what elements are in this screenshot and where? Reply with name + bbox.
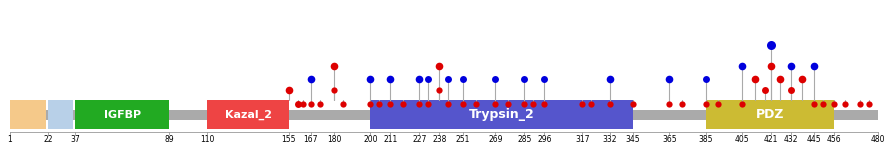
Text: 285: 285: [518, 135, 532, 144]
Text: 480: 480: [871, 135, 885, 144]
Text: 155: 155: [282, 135, 296, 144]
Text: 405: 405: [735, 135, 749, 144]
Text: 238: 238: [432, 135, 446, 144]
Text: 317: 317: [575, 135, 590, 144]
Text: 110: 110: [200, 135, 215, 144]
Bar: [705, 100, 834, 129]
Bar: [48, 100, 73, 129]
Text: 89: 89: [164, 135, 174, 144]
Text: 227: 227: [412, 135, 426, 144]
Text: 200: 200: [363, 135, 377, 144]
Text: 269: 269: [488, 135, 502, 144]
Bar: [10, 100, 46, 129]
Text: 167: 167: [303, 135, 318, 144]
Text: PDZ: PDZ: [755, 108, 784, 121]
Text: 456: 456: [827, 135, 841, 144]
Text: 432: 432: [783, 135, 798, 144]
Bar: [75, 100, 169, 129]
Text: 180: 180: [327, 135, 342, 144]
Text: 296: 296: [537, 135, 552, 144]
Text: 365: 365: [662, 135, 677, 144]
Bar: [370, 100, 633, 129]
Text: 251: 251: [456, 135, 470, 144]
Text: 37: 37: [71, 135, 80, 144]
Text: 332: 332: [603, 135, 617, 144]
Text: 22: 22: [43, 135, 53, 144]
Text: 421: 421: [763, 135, 778, 144]
Text: 211: 211: [384, 135, 398, 144]
Text: Kazal_2: Kazal_2: [224, 110, 272, 120]
Bar: [207, 100, 289, 129]
Bar: [10, 110, 878, 120]
Text: IGFBP: IGFBP: [104, 110, 140, 120]
Text: 385: 385: [698, 135, 713, 144]
Text: 1: 1: [7, 135, 13, 144]
Text: 345: 345: [626, 135, 640, 144]
Text: 445: 445: [807, 135, 822, 144]
Text: Trypsin_2: Trypsin_2: [469, 108, 535, 121]
